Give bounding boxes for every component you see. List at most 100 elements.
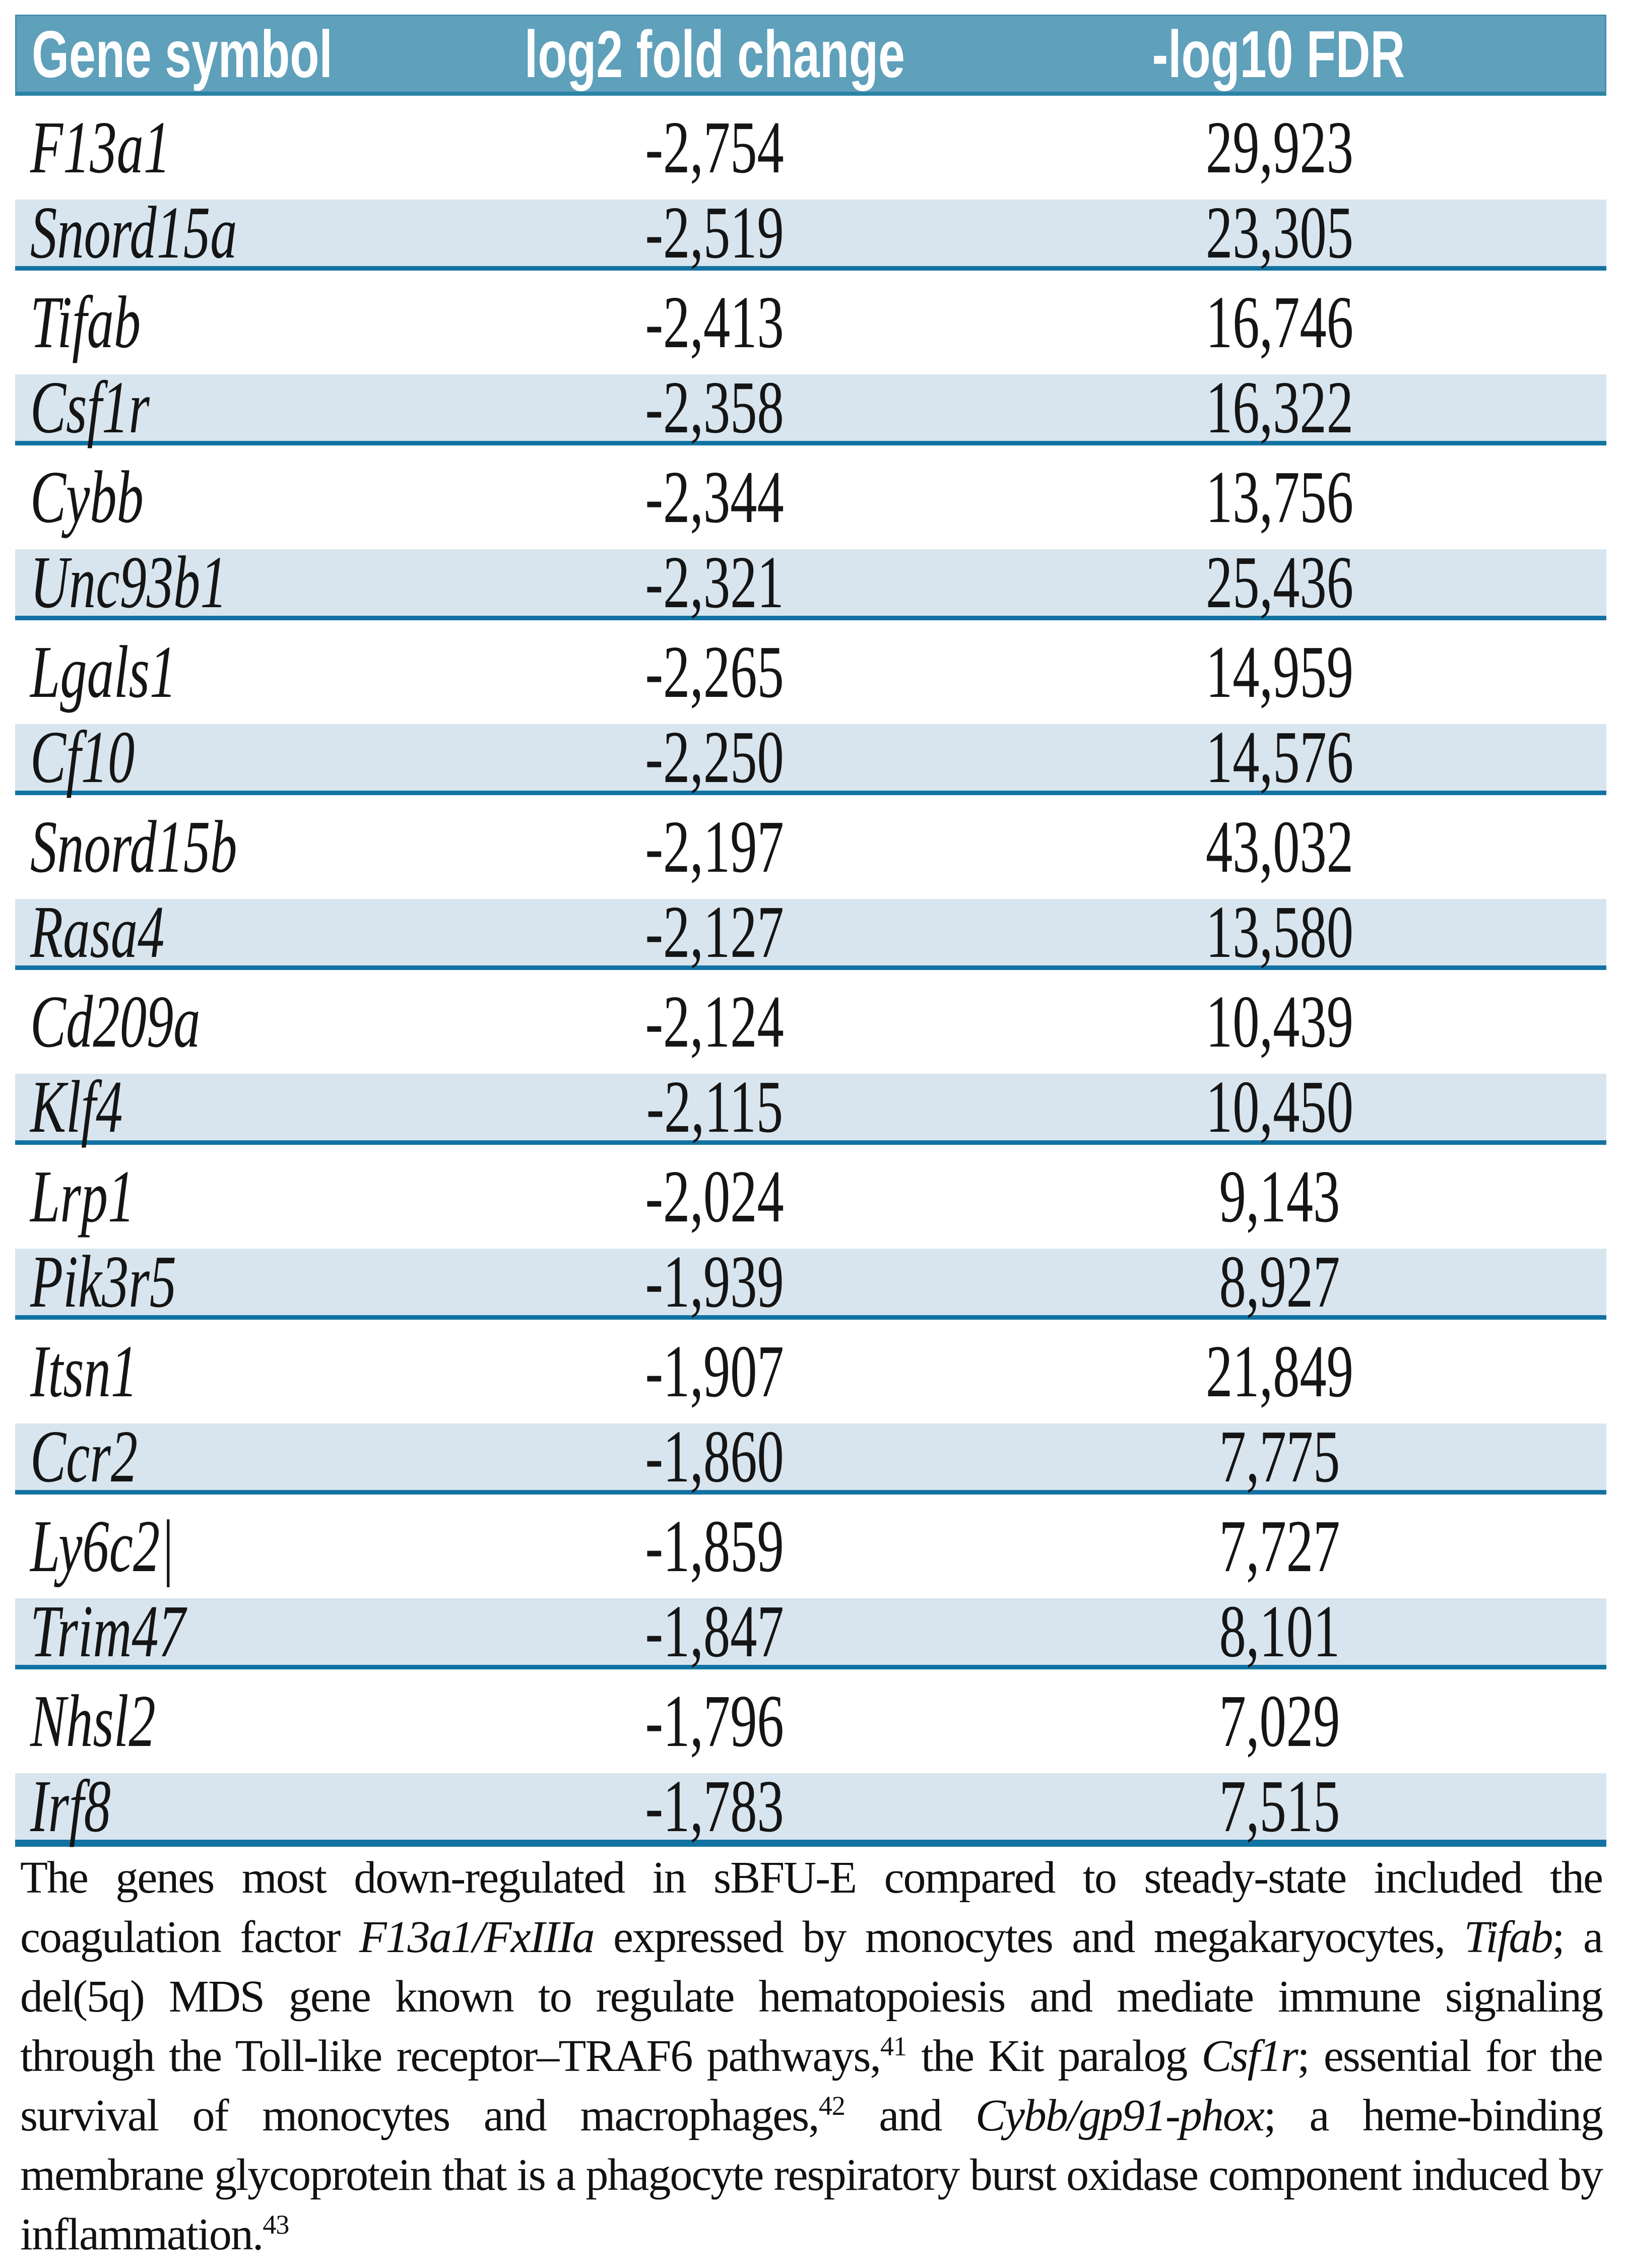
gene-cell: Ccr2 xyxy=(15,1414,444,1500)
log2-fold-change-cell-text: -2,127 xyxy=(645,891,784,974)
table-row: Csf1r -2,358 16,322 xyxy=(15,366,1606,449)
footnote-text: ; a heme-binding membrane glycoprotein t… xyxy=(20,2091,1603,2259)
gene-cell-text: Csf1r xyxy=(30,366,150,449)
log2-fold-change-cell: -2,250 xyxy=(444,715,985,800)
table-footnote: The genes most down-regulated in sBFU-E … xyxy=(20,1848,1603,2264)
table-row: Cd209a -2,124 10,439 xyxy=(15,970,1606,1074)
log2-fold-change-cell: -1,783 xyxy=(444,1764,985,1849)
log2-fold-change-cell-text: -2,413 xyxy=(645,281,784,364)
gene-cell-text: Lgals1 xyxy=(30,631,177,714)
log2-fold-change-cell: -2,265 xyxy=(444,629,985,715)
table-row: Ccr2 -1,860 7,775 xyxy=(15,1415,1606,1498)
footnote-reference-number: 42 xyxy=(818,2091,846,2121)
column-header-neg-log10-fdr: -log10 FDR xyxy=(985,16,1572,92)
table-row: Lrp1 -2,024 9,143 xyxy=(15,1145,1606,1249)
gene-cell-text: Cybb xyxy=(30,456,144,539)
log2-fold-change-cell: -2,344 xyxy=(444,455,985,540)
gene-cell: Rasa4 xyxy=(15,889,444,975)
log2-fold-change-cell: -2,127 xyxy=(444,889,985,975)
neg-log10-fdr-cell-text: 7,775 xyxy=(1219,1415,1340,1498)
footnote-gene-name: F13a1/FxIIIa xyxy=(359,1912,595,1962)
neg-log10-fdr-cell: 16,322 xyxy=(985,365,1574,450)
table-header-row: Gene symbol log2 fold change -log10 FDR xyxy=(15,15,1606,96)
neg-log10-fdr-cell-text: 7,515 xyxy=(1219,1765,1340,1848)
log2-fold-change-cell-text: -2,265 xyxy=(645,631,784,714)
log2-fold-change-cell-text: -2,519 xyxy=(645,191,784,274)
log2-fold-change-cell-text: -1,859 xyxy=(645,1505,784,1588)
gene-cell-text: Cf10 xyxy=(30,716,135,799)
neg-log10-fdr-cell: 8,101 xyxy=(985,1589,1574,1674)
footnote-reference-number: 41 xyxy=(880,2031,907,2061)
log2-fold-change-cell: -2,413 xyxy=(444,280,985,365)
neg-log10-fdr-cell-text: 8,927 xyxy=(1219,1241,1340,1323)
neg-log10-fdr-cell-text: 7,029 xyxy=(1219,1680,1340,1763)
table-row: Pik3r5 -1,939 8,927 xyxy=(15,1241,1606,1323)
neg-log10-fdr-cell: 8,927 xyxy=(985,1239,1574,1325)
footnote-text: ; a del(5q) MDS gene known to regulate h… xyxy=(20,1912,1603,2081)
neg-log10-fdr-cell-text: 25,436 xyxy=(1205,541,1353,624)
neg-log10-fdr-cell: 7,727 xyxy=(985,1504,1574,1589)
log2-fold-change-cell: -2,197 xyxy=(444,804,985,890)
neg-log10-fdr-cell: 21,849 xyxy=(985,1329,1574,1414)
log2-fold-change-cell-text: -1,907 xyxy=(645,1330,784,1413)
gene-cell-text: Ccr2 xyxy=(30,1415,138,1498)
gene-table: Gene symbol log2 fold change -log10 FDR … xyxy=(15,15,1606,1848)
gene-cell: Lrp1 xyxy=(15,1154,444,1240)
gene-cell: Nhsl2 xyxy=(15,1678,444,1764)
log2-fold-change-cell-text: -1,939 xyxy=(645,1241,784,1323)
footnote-text: and xyxy=(844,2091,976,2141)
log2-fold-change-cell-text: -1,796 xyxy=(645,1680,784,1763)
column-header-gene-symbol-label: Gene symbol xyxy=(32,17,333,91)
column-header-neg-log10-fdr-label: -log10 FDR xyxy=(1152,17,1405,91)
gene-cell-text: Rasa4 xyxy=(30,891,165,974)
gene-cell: Snord15b xyxy=(15,804,444,890)
table-row: Cf10 -2,250 14,576 xyxy=(15,716,1606,799)
gene-cell: Unc93b1 xyxy=(15,540,444,625)
table-body: F13a1 -2,754 29,923 Snord15a -2,519 23,305 Tif… xyxy=(15,96,1606,1848)
neg-log10-fdr-cell: 29,923 xyxy=(985,105,1574,190)
neg-log10-fdr-cell-text: 7,727 xyxy=(1219,1505,1340,1588)
gene-cell-text: Tifab xyxy=(30,281,141,364)
gene-cell-text: Cd209a xyxy=(30,981,201,1063)
neg-log10-fdr-cell: 43,032 xyxy=(985,804,1574,890)
gene-cell: Ly6c2| xyxy=(15,1504,444,1589)
gene-cell-text: F13a1 xyxy=(30,106,171,189)
log2-fold-change-cell-text: -2,344 xyxy=(645,456,784,539)
log2-fold-change-cell: -1,860 xyxy=(444,1414,985,1500)
neg-log10-fdr-cell: 25,436 xyxy=(985,540,1574,625)
neg-log10-fdr-cell: 7,029 xyxy=(985,1678,1574,1764)
gene-cell-text: Klf4 xyxy=(30,1066,123,1148)
neg-log10-fdr-cell-text: 8,101 xyxy=(1219,1590,1340,1673)
table-row: F13a1 -2,754 29,923 xyxy=(15,96,1606,200)
neg-log10-fdr-cell: 13,580 xyxy=(985,889,1574,975)
neg-log10-fdr-cell: 9,143 xyxy=(985,1154,1574,1240)
neg-log10-fdr-cell-text: 13,580 xyxy=(1205,891,1353,974)
gene-cell: Trim47 xyxy=(15,1589,444,1674)
neg-log10-fdr-cell: 10,450 xyxy=(985,1064,1574,1150)
gene-cell: Klf4 xyxy=(15,1064,444,1150)
gene-cell: Cybb xyxy=(15,455,444,540)
column-header-gene-symbol: Gene symbol xyxy=(17,16,445,92)
table-row: Lgals1 -2,265 14,959 xyxy=(15,620,1606,724)
table-row: Snord15b -2,197 43,032 xyxy=(15,795,1606,899)
column-header-log2-fold-change: log2 fold change xyxy=(445,16,985,92)
log2-fold-change-cell: -1,939 xyxy=(444,1239,985,1325)
neg-log10-fdr-cell: 13,756 xyxy=(985,455,1574,540)
table-row: Snord15a -2,519 23,305 xyxy=(15,191,1606,274)
gene-cell-text: Unc93b1 xyxy=(30,541,227,624)
neg-log10-fdr-cell: 14,576 xyxy=(985,715,1574,800)
log2-fold-change-cell-text: -2,321 xyxy=(645,541,784,624)
neg-log10-fdr-cell: 16,746 xyxy=(985,280,1574,365)
neg-log10-fdr-cell-text: 16,322 xyxy=(1205,366,1353,449)
footnote-gene-name: Csf1r xyxy=(1201,2031,1298,2081)
table-row: Irf8 -1,783 7,515 xyxy=(15,1765,1606,1848)
footnote-gene-name: Tifab xyxy=(1464,1912,1553,1962)
gene-cell-text: Itsn1 xyxy=(30,1330,138,1413)
neg-log10-fdr-cell-text: 29,923 xyxy=(1205,106,1353,189)
neg-log10-fdr-cell-text: 10,450 xyxy=(1205,1066,1353,1148)
neg-log10-fdr-cell: 23,305 xyxy=(985,190,1574,276)
neg-log10-fdr-cell-text: 13,756 xyxy=(1205,456,1353,539)
log2-fold-change-cell-text: -2,115 xyxy=(646,1066,783,1148)
log2-fold-change-cell: -2,115 xyxy=(444,1064,985,1150)
gene-cell-text: Pik3r5 xyxy=(30,1241,177,1323)
